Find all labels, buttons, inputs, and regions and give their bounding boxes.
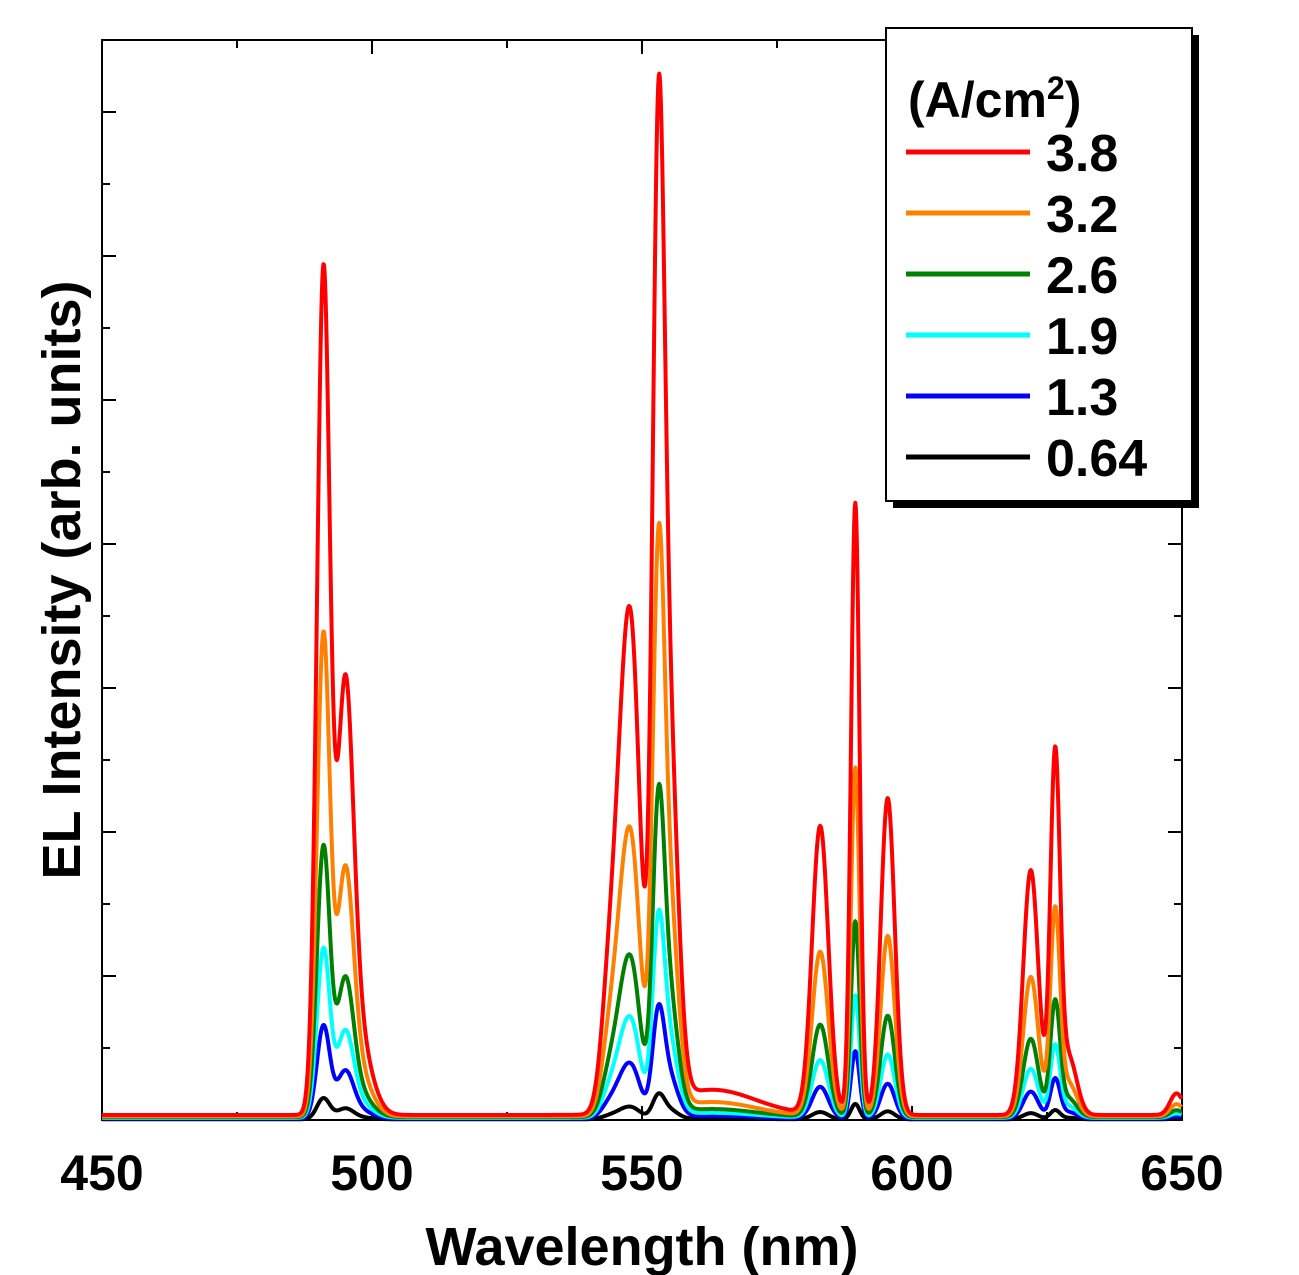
series-lines (100, 71, 1184, 1122)
series-line-3-8 (100, 71, 1184, 1117)
legend-label-3-2: 3.2 (1046, 186, 1118, 244)
legend-label-2-6: 2.6 (1046, 247, 1118, 305)
x-tick-label: 600 (870, 1145, 953, 1201)
legend: (A/cm2) 3.83.22.61.91.30.64 (885, 27, 1199, 508)
legend-title-end: ) (1065, 72, 1082, 128)
y-axis-label: EL Intensity (arb. units) (32, 280, 92, 879)
legend-title-sup: 2 (1047, 70, 1065, 106)
legend-label-3-8: 3.8 (1046, 125, 1118, 183)
legend-title-main: (A/cm (908, 72, 1047, 128)
legend-items: 3.83.22.61.91.30.64 (906, 125, 1147, 488)
x-axis-ticks: 450 500 550 600 650 (60, 40, 1224, 1201)
legend-title: (A/cm2) (908, 70, 1081, 128)
legend-box (885, 27, 1193, 502)
x-tick-label: 500 (330, 1145, 413, 1201)
legend-label-0-64: 0.64 (1046, 430, 1147, 488)
x-axis-label: Wavelength (nm) (425, 1217, 858, 1275)
x-tick-label: 650 (1140, 1145, 1223, 1201)
legend-label-1-9: 1.9 (1046, 308, 1118, 366)
x-tick-label: 550 (600, 1145, 683, 1201)
legend-label-1-3: 1.3 (1046, 369, 1118, 427)
x-tick-label: 450 (60, 1145, 143, 1201)
